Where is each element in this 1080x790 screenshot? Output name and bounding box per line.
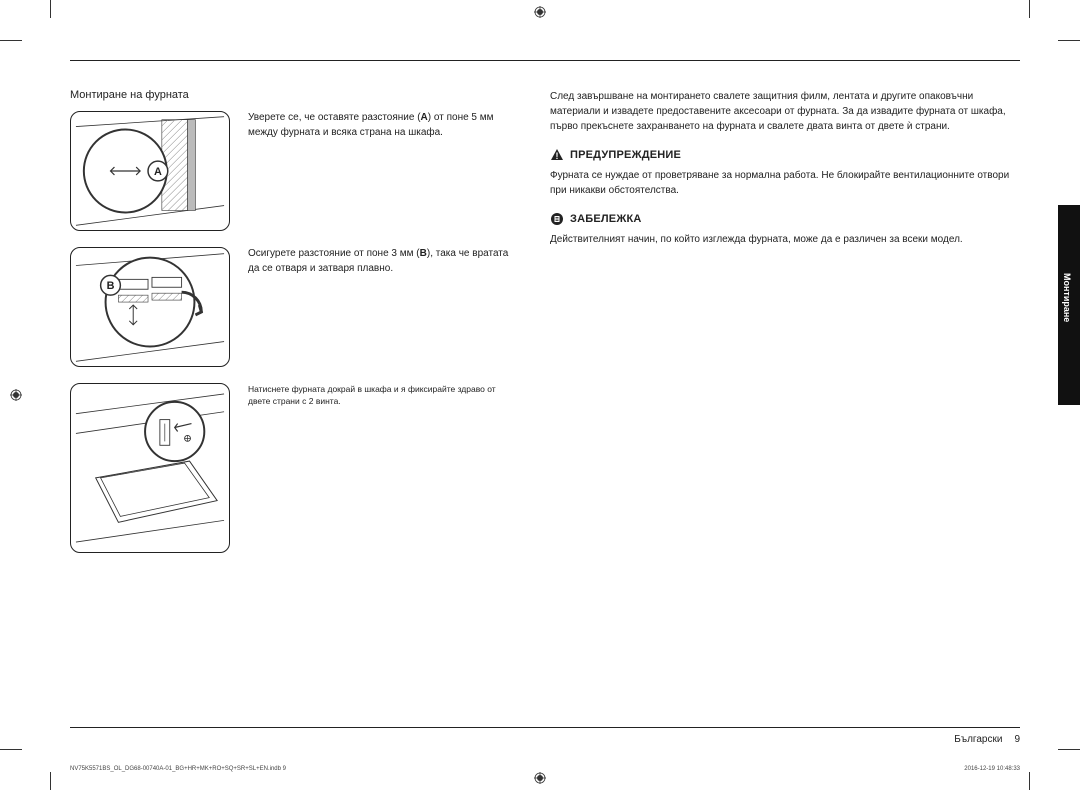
figure-c [70,383,230,553]
registration-mark-top [534,6,546,18]
figure-row-a: A Уверете се, че оставяте разстояние (A)… [70,111,520,231]
figure-a-label: A [154,166,162,178]
section-tab: Монтиране [1058,205,1080,405]
note-text: Действителният начин, по който изглежда … [550,232,1020,247]
imprint-line: NV75K5571BS_OL_DG68-00740A-01_BG+HR+MK+R… [70,766,1020,772]
page-footer: Български 9 [70,727,1020,745]
figure-a: A [70,111,230,231]
footer-page-number: 9 [1014,734,1020,745]
figure-c-text: Натиснете фурната докрай в шкафа и я фик… [248,383,520,408]
warning-title: ПРЕДУПРЕЖДЕНИЕ [570,149,681,161]
imprint-timestamp: 2016-12-19 10:48:33 [964,766,1020,772]
imprint-file: NV75K5571BS_OL_DG68-00740A-01_BG+HR+MK+R… [70,766,286,772]
section-tab-label: Монтиране [1062,273,1072,322]
warning-text: Фурната се нуждае от проветряване за нор… [550,168,1020,198]
figure-row-c: Натиснете фурната докрай в шкафа и я фик… [70,383,520,553]
right-column: След завършване на монтирането свалете з… [550,89,1020,569]
figure-row-b: B Осигурете разстояние от поне 3 мм (B),… [70,247,520,367]
left-column: Монтиране на фурната [70,89,520,569]
warning-heading: ! ПРЕДУПРЕЖДЕНИЕ [550,148,1020,162]
page-content: Монтиране на фурната [70,60,1020,740]
note-heading: ЗАБЕЛЕЖКА [550,212,1020,226]
figure-b-label: B [107,280,115,292]
registration-mark-bottom [534,772,546,784]
note-title: ЗАБЕЛЕЖКА [570,213,642,225]
note-icon [550,212,564,226]
registration-mark-left [10,389,22,401]
figure-a-text: Уверете се, че оставяте разстояние (A) о… [248,111,520,140]
warning-icon: ! [550,148,564,162]
section-title: Монтиране на фурната [70,89,520,101]
footer-language: Български [954,734,1002,745]
figure-b-text: Осигурете разстояние от поне 3 мм (B), т… [248,247,520,276]
intro-paragraph: След завършване на монтирането свалете з… [550,89,1020,134]
svg-text:!: ! [556,151,559,161]
figure-b: B [70,247,230,367]
